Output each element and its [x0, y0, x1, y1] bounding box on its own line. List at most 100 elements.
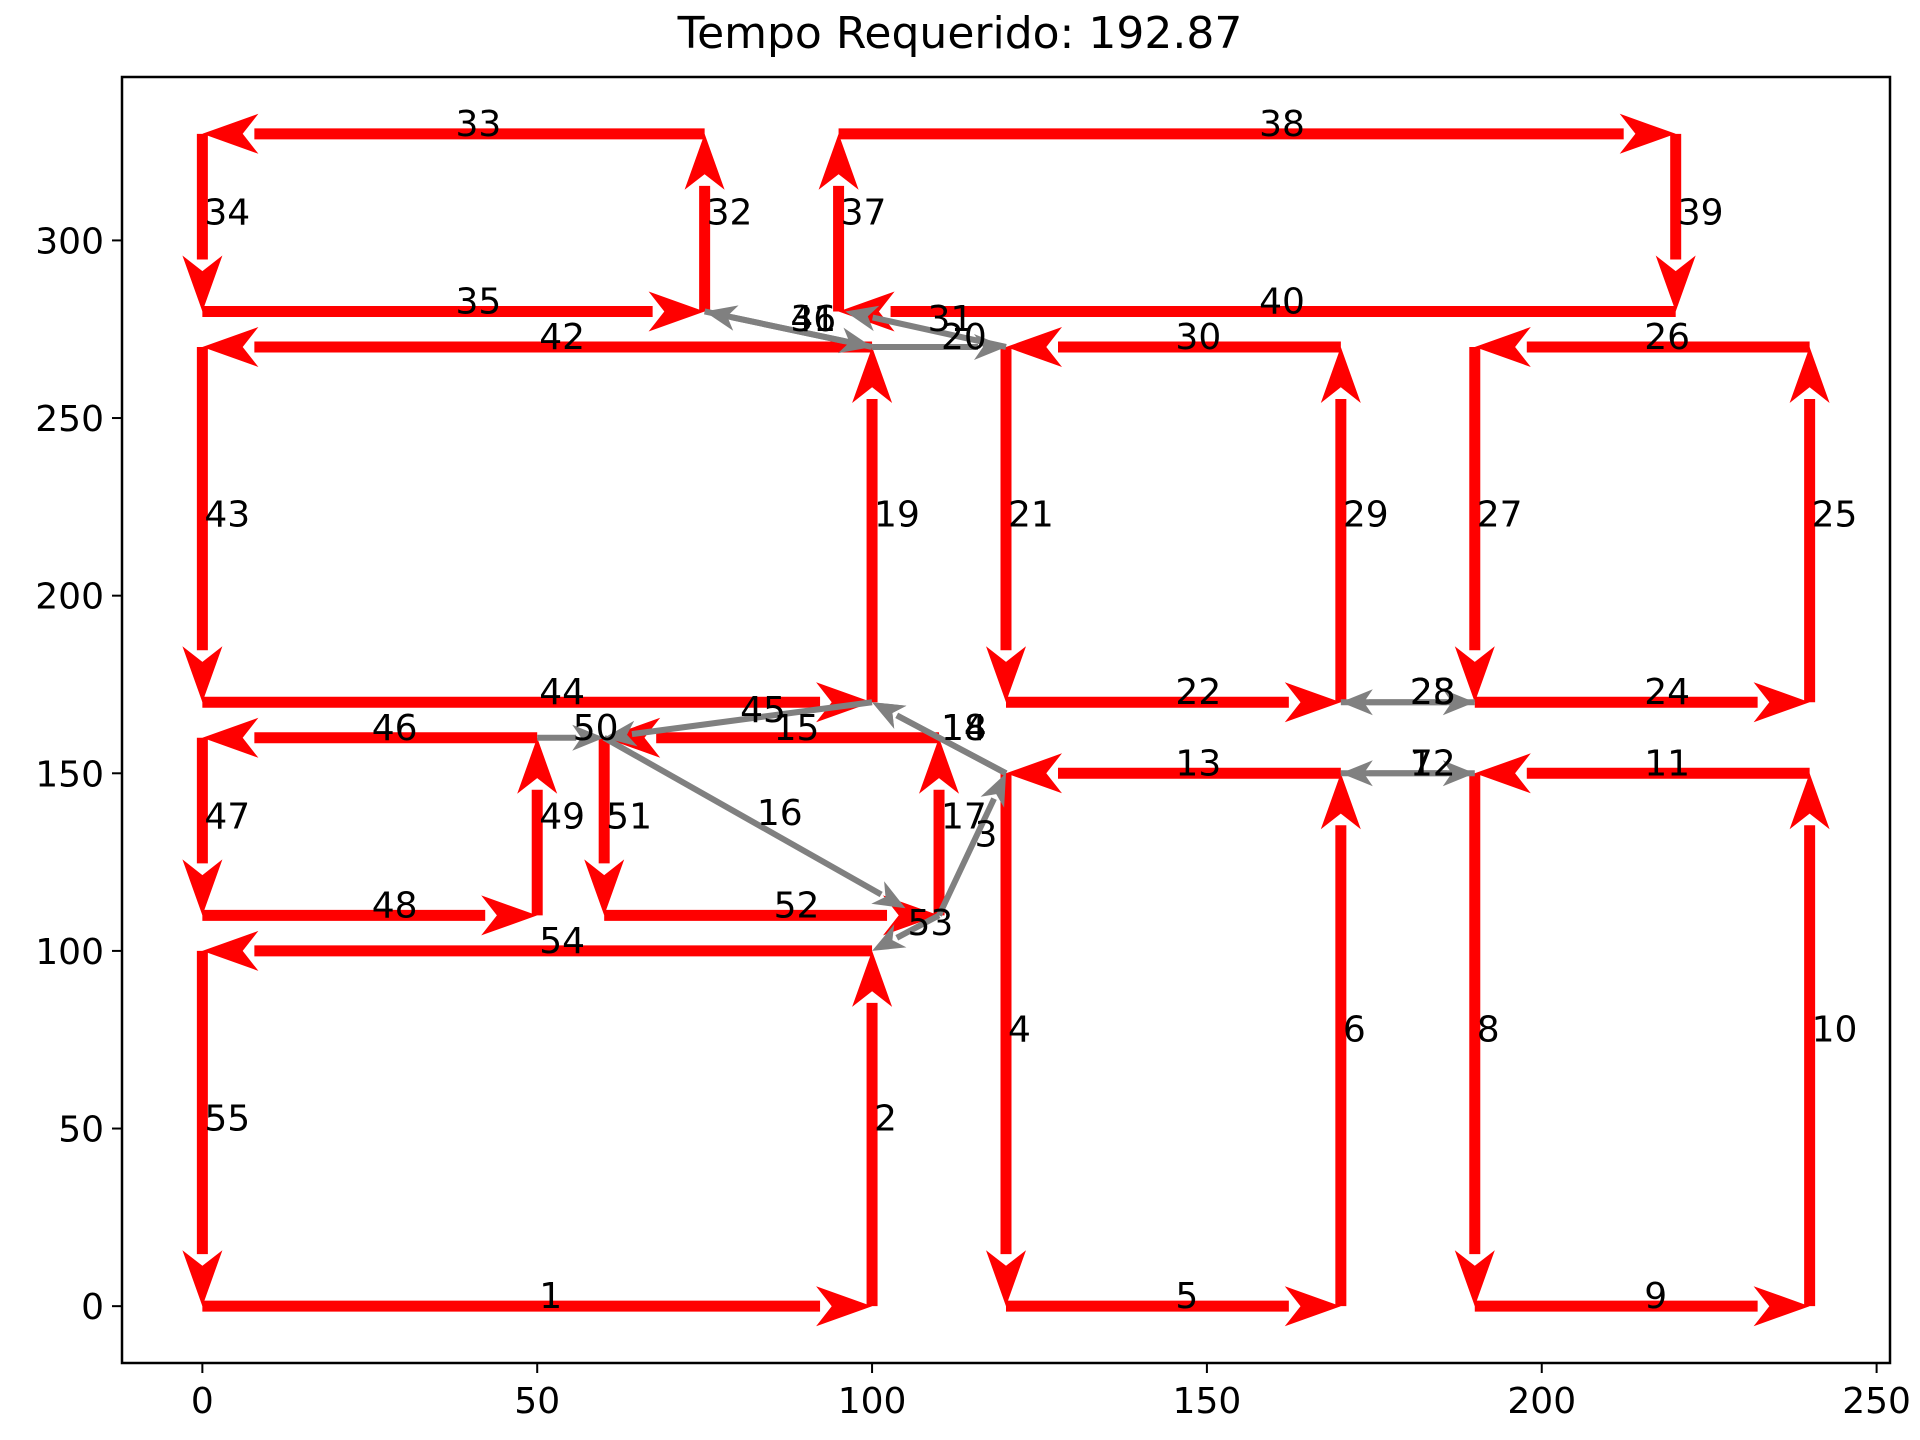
edge-label: 27	[1477, 495, 1523, 536]
edge-label: 32	[707, 193, 753, 234]
plot-frame	[120, 75, 1892, 1365]
edge-33	[202, 113, 705, 154]
edge-50	[537, 724, 605, 751]
x-axis: 0 50 100 150 200 250	[191, 1363, 1911, 1422]
edge-label: 47	[204, 797, 250, 838]
edge-9	[1474, 1286, 1810, 1327]
edge-label: 55	[204, 1099, 250, 1140]
edge-1	[202, 1286, 873, 1327]
edge-41	[704, 308, 873, 354]
edge-arrowhead	[182, 255, 223, 312]
edge-label: 2	[874, 1099, 897, 1140]
edge-label: 53	[908, 903, 954, 944]
edge-label: 4	[1008, 1010, 1031, 1051]
edge-line	[704, 308, 846, 345]
edge-arrowhead	[986, 1250, 1026, 1307]
x-tick-label: 0	[191, 1381, 214, 1422]
edge-arrowhead	[1454, 646, 1495, 703]
edge-arrowhead	[872, 702, 907, 729]
edge-arrowhead	[584, 859, 625, 916]
edge-28	[1340, 689, 1475, 716]
edge-12	[1340, 760, 1475, 787]
edge-arrowhead	[919, 737, 959, 794]
edge-39	[1655, 133, 1696, 312]
edge-label: 48	[372, 885, 418, 926]
edge-37	[818, 133, 859, 312]
edge-arrowhead	[684, 133, 725, 190]
edge-label: 24	[1644, 672, 1690, 713]
edge-line	[602, 735, 883, 898]
edge-34	[182, 133, 223, 312]
edge-label: 21	[1008, 495, 1054, 536]
edge-label: 7	[1410, 743, 1433, 784]
edge-label: 18	[941, 708, 987, 749]
edge-label: 14	[941, 708, 987, 749]
edge-arrowhead	[1753, 682, 1810, 723]
edge-arrowhead	[202, 113, 259, 154]
edge-label: 17	[941, 797, 987, 838]
edge-arrowhead	[202, 327, 259, 367]
y-axis: 0 50 100 150 200 250 300	[35, 221, 122, 1328]
edge-label: 33	[456, 104, 502, 145]
edge-arrowhead	[572, 724, 605, 751]
edge-29	[1320, 347, 1361, 703]
edge-18	[872, 702, 1008, 776]
x-tick-label: 200	[1507, 1381, 1576, 1422]
edge-label: 9	[1644, 1276, 1667, 1317]
edge-label: 49	[539, 797, 585, 838]
edge-label: 19	[874, 495, 920, 536]
edge-label: 41	[790, 299, 836, 340]
edge-arrowhead	[202, 717, 259, 758]
edge-31	[845, 305, 1007, 350]
edge-arrowhead	[986, 646, 1026, 703]
edge-arrowhead	[872, 924, 907, 951]
edge-label: 37	[841, 193, 887, 234]
edge-arrowhead	[1442, 689, 1475, 716]
edge-label: 36	[790, 299, 836, 340]
edge-arrowhead	[182, 859, 223, 916]
edge-line	[936, 797, 997, 917]
edge-arrowhead	[604, 720, 638, 747]
edge-label: 54	[539, 921, 585, 962]
edge-30	[1006, 327, 1341, 367]
edge-arrowhead	[481, 895, 538, 936]
edge-arrowhead	[871, 881, 906, 909]
edge-45	[604, 699, 873, 747]
edge-label: 30	[1175, 317, 1221, 358]
edge-55	[182, 950, 223, 1307]
edge-line	[895, 712, 1008, 776]
edge-arrowhead	[818, 133, 859, 190]
edge-label: 23	[1410, 672, 1456, 713]
edge-arrowhead	[816, 682, 873, 723]
edge-24	[1474, 682, 1810, 723]
edge-label: 44	[539, 672, 585, 713]
edge-arrowhead	[1474, 753, 1531, 794]
edge-49	[517, 737, 558, 916]
edge-10	[1789, 773, 1830, 1307]
edge-label: 15	[774, 708, 820, 749]
edge-label: 39	[1678, 193, 1724, 234]
edge-label: 31	[928, 299, 974, 340]
edge-arrowhead	[1006, 753, 1062, 794]
edge-arrowhead	[1006, 327, 1062, 367]
edge-19	[852, 347, 893, 703]
edge-line	[895, 912, 941, 941]
x-tick-label: 100	[838, 1381, 907, 1422]
edge-arrowhead	[1284, 682, 1341, 723]
edge-48	[202, 895, 538, 936]
edge-label: 42	[539, 317, 585, 358]
edge-label: 22	[1175, 672, 1221, 713]
edge-arrowhead	[838, 327, 873, 354]
edge-arrowhead	[1655, 255, 1696, 312]
edge-2	[852, 950, 893, 1307]
edge-label: 28	[1410, 672, 1456, 713]
edge-16	[602, 735, 906, 909]
edge-label: 38	[1259, 104, 1305, 145]
x-tick-label: 250	[1842, 1381, 1911, 1422]
edge-label: 3	[975, 814, 998, 855]
edge-arrowhead	[202, 930, 259, 971]
edge-label: 26	[1644, 317, 1690, 358]
